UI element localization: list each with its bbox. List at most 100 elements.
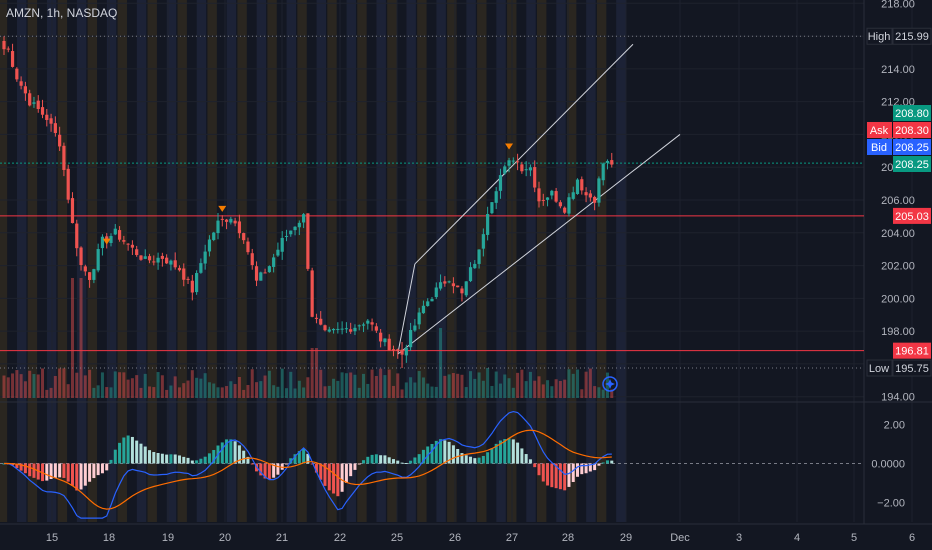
- macd-histogram-bar: [588, 463, 592, 472]
- bid-value-box: [893, 139, 931, 155]
- macd-histogram-bar: [143, 446, 147, 464]
- candle-body: [361, 324, 366, 326]
- macd-histogram-bar: [447, 441, 451, 464]
- trend-channel[interactable]: [397, 43, 681, 355]
- macd-histogram-bar: [186, 457, 190, 464]
- macd-histogram-bar: [541, 463, 545, 482]
- volume-bar: [169, 385, 173, 398]
- time-tick-label: 6: [909, 532, 915, 544]
- macd-histogram-bar: [148, 450, 152, 464]
- volume-bar: [36, 374, 40, 398]
- post-market-band: [256, 0, 267, 522]
- volume-bar: [400, 389, 404, 398]
- macd-histogram-bar: [344, 463, 348, 483]
- candle-body: [456, 285, 460, 288]
- volume-bar: [473, 378, 477, 398]
- volume-bar: [528, 371, 532, 398]
- candle-body: [413, 325, 417, 331]
- candle-body: [486, 214, 490, 235]
- time-tick-label: 26: [449, 532, 461, 544]
- candle-body: [165, 257, 169, 264]
- time-tick-label: 25: [391, 532, 403, 544]
- macd-histogram-bar: [190, 460, 194, 464]
- time-axis[interactable]: 15 18 19 20 21 22 25 26 27 28 29 Dec 3 4 5 6: [46, 532, 915, 544]
- volume-bar: [220, 387, 224, 398]
- post-market-band: [496, 0, 506, 522]
- macd-histogram-bar: [323, 463, 327, 486]
- candle-body: [327, 329, 331, 332]
- macd-histogram-bar: [88, 463, 92, 482]
- volume-bar: [580, 389, 584, 398]
- macd-histogram-bar: [53, 463, 57, 478]
- volume-bar: [237, 376, 241, 398]
- macd-histogram-bar: [554, 463, 558, 489]
- volume-bar: [66, 384, 70, 398]
- macd-histogram-bar: [19, 463, 23, 471]
- candle-body: [340, 328, 344, 330]
- volume-bar: [605, 372, 609, 398]
- macd-histogram-bar: [105, 463, 109, 471]
- macd-histogram-bar: [100, 463, 104, 474]
- macd-histogram-bar: [370, 454, 374, 464]
- volume-bar: [314, 348, 318, 398]
- macd-histogram-bar: [374, 454, 378, 464]
- price-tick-label: 218.00: [881, 0, 915, 10]
- candle-body: [468, 267, 473, 282]
- candle-body: [460, 288, 464, 294]
- volume-bar: [571, 373, 575, 398]
- candle-body: [2, 40, 6, 50]
- low-value-text: 195.75: [895, 363, 929, 375]
- price-tick-label: 214.00: [881, 64, 915, 76]
- candle-body: [605, 160, 610, 163]
- macd-histogram-bar: [310, 463, 314, 465]
- candle-body: [516, 161, 520, 163]
- ask-tag-text: Ask: [870, 125, 889, 137]
- macd-histogram-bar: [276, 463, 280, 475]
- volume-bar: [362, 373, 366, 398]
- pre-market-band: [27, 0, 38, 522]
- candle-body: [190, 280, 194, 293]
- macd-histogram-bar: [203, 456, 207, 464]
- candle-body: [259, 272, 263, 281]
- candle-body: [130, 244, 134, 248]
- high-value-text: 215.99: [895, 31, 929, 43]
- candle-body: [293, 226, 297, 231]
- volume-bar: [28, 370, 32, 398]
- macd-histogram-bar: [293, 454, 297, 464]
- symbol-title[interactable]: AMZN, 1h, NASDAQ: [6, 6, 118, 20]
- volume-bar: [340, 372, 344, 398]
- candle-body: [143, 256, 147, 259]
- candle-body: [58, 134, 62, 147]
- candle-body: [45, 114, 49, 120]
- volume-bar: [83, 375, 87, 398]
- macd-histogram-bar: [62, 463, 66, 478]
- candle-body: [297, 222, 301, 228]
- candle-body: [580, 179, 584, 191]
- macd-histogram-bar: [533, 463, 537, 468]
- macd-histogram-bar: [314, 463, 318, 473]
- volume-bar: [353, 374, 357, 398]
- volume-bar: [182, 383, 186, 398]
- time-tick-label: 5: [851, 532, 857, 544]
- low-badge: Low 195.75: [866, 359, 932, 377]
- price-tick-label: 194.00: [881, 392, 915, 404]
- volume-bar: [100, 372, 104, 398]
- time-tick-label: 27: [506, 532, 518, 544]
- volume-bar: [584, 371, 588, 398]
- macd-histogram-bar: [563, 463, 567, 491]
- candle-body: [503, 166, 507, 174]
- horizontal-line-1-badge: 205.03: [893, 207, 931, 224]
- macd-histogram-bar: [357, 463, 361, 465]
- macd-histogram-bar: [537, 463, 541, 476]
- star-circle-icon: [602, 376, 618, 392]
- volume-bar: [297, 380, 301, 398]
- candle-body: [28, 93, 32, 106]
- candle-body: [349, 329, 353, 332]
- volume-bar: [610, 389, 614, 398]
- post-market-band: [556, 0, 566, 522]
- candle-body: [276, 249, 280, 256]
- macd-histogram-bar: [494, 443, 498, 464]
- candle-body: [88, 272, 92, 280]
- candle-body: [545, 197, 550, 200]
